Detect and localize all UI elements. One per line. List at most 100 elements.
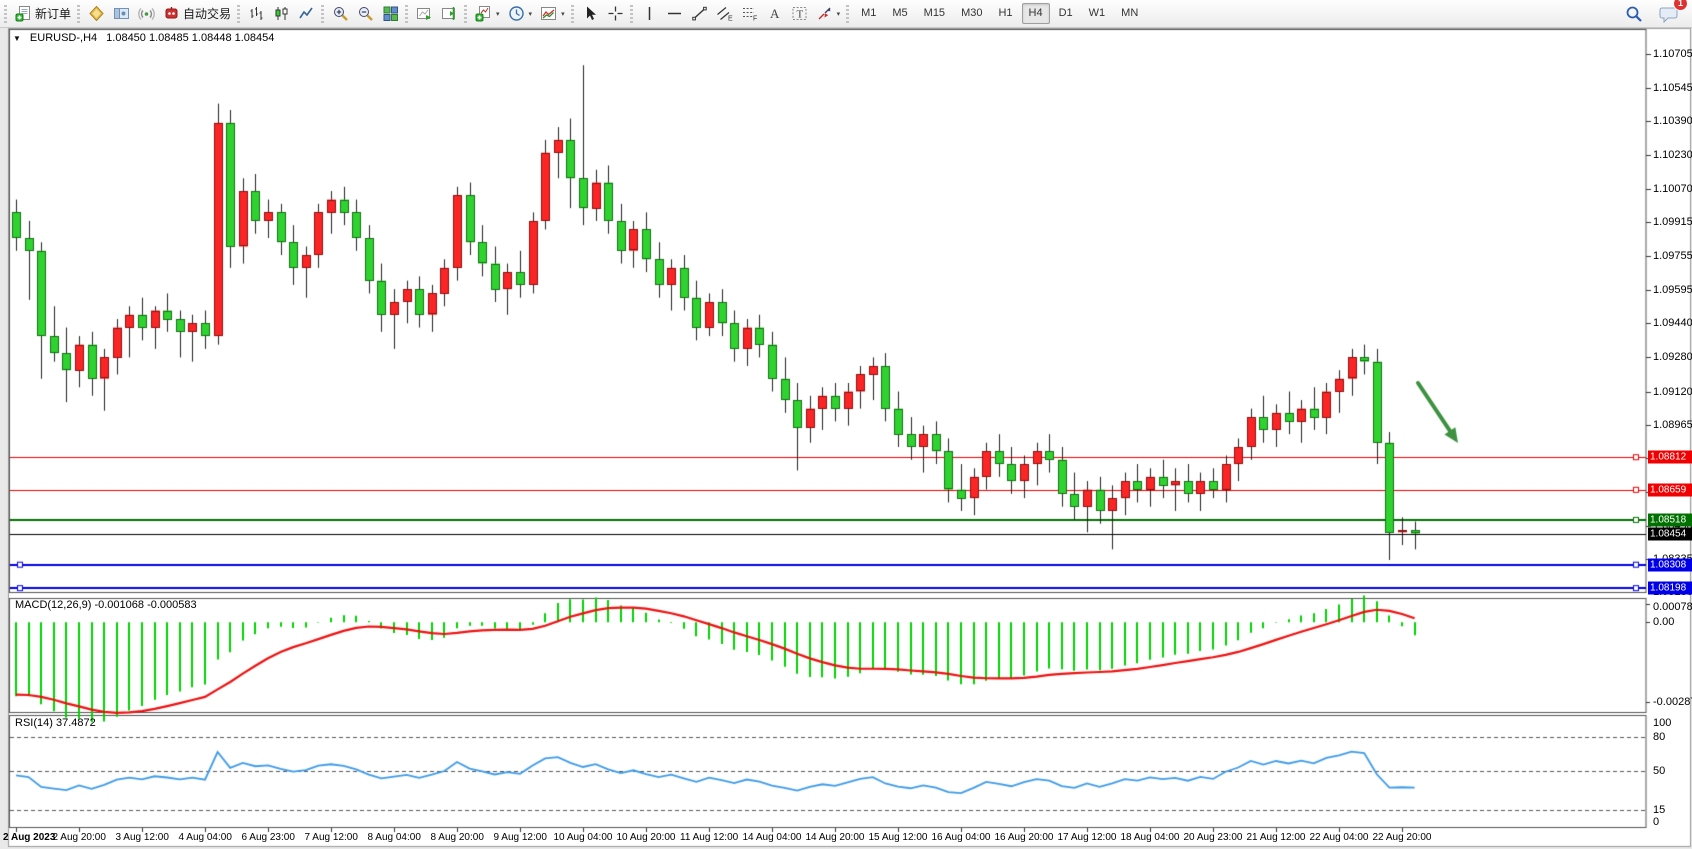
chart-collapse-icon[interactable]: ▼ [13, 33, 21, 43]
text-label-button[interactable]: T [787, 0, 812, 27]
candlestick-chart-icon [273, 5, 290, 22]
add-indicator-icon [475, 5, 492, 22]
market-watch-icon [88, 5, 105, 22]
svg-text:T: T [796, 9, 803, 21]
trendline-icon [691, 5, 708, 22]
templates-button[interactable]: ▾ [536, 0, 569, 27]
price-line-tag[interactable]: 1.08812 [1648, 450, 1692, 464]
timeframe-button-tf-mn[interactable]: MN [1114, 3, 1145, 24]
auto-scroll-icon [416, 5, 433, 22]
tf-m5-label: M5 [892, 7, 908, 19]
zoom-in-button[interactable] [328, 0, 353, 27]
toolbar-right-group: 1 [1621, 0, 1688, 27]
search-icon [1625, 5, 1643, 23]
signal-icon [138, 5, 155, 22]
data-window-button[interactable] [134, 0, 159, 27]
tf-m1-label: M1 [861, 7, 877, 19]
price-line-tag[interactable]: 1.08454 [1648, 527, 1692, 541]
auto-scroll-button[interactable] [412, 0, 437, 27]
zoom-out-button[interactable] [353, 0, 378, 27]
arrows-icon [816, 5, 833, 22]
zoom-in-icon [332, 5, 349, 22]
search-button[interactable] [1621, 0, 1647, 27]
chart-ohlc-quotes: 1.08450 1.08485 1.08448 1.08454 [106, 32, 275, 44]
tile-windows-icon [382, 5, 399, 22]
timeframe-button-tf-m15[interactable]: M15 [917, 3, 952, 24]
fibonacci-retracement-button[interactable]: F [737, 0, 762, 27]
rsi-indicator-label: RSI(14) 37.4872 [15, 717, 96, 729]
svg-text:A: A [770, 6, 780, 21]
toolbar-group-grip [405, 4, 409, 23]
bar-chart-button[interactable] [244, 0, 269, 27]
price-line-tag[interactable]: 1.08659 [1648, 483, 1692, 497]
timeframe-button-tf-h1[interactable]: H1 [991, 3, 1019, 24]
text-icon: A [766, 5, 783, 22]
autotrade-label: 自动交易 [183, 7, 232, 21]
toolbar-group-grip [464, 4, 468, 23]
text-label-icon: T [791, 5, 808, 22]
timeframe-button-tf-m30[interactable]: M30 [954, 3, 989, 24]
crosshair-button[interactable] [603, 0, 628, 27]
navigator-icon [113, 5, 130, 22]
tile-windows-button[interactable] [378, 0, 403, 27]
main-toolbar: 新订单 自动交易 ▾ ▾ ▾ E F A T ▾ M1 M5 M15 M30 H1 H4 D1 W1 MN 1 [0, 0, 1692, 28]
equidistant-channel-icon: E [716, 5, 733, 22]
chart-legend: ▼ EURUSD-,H4 1.08450 1.08485 1.08448 1.0… [13, 32, 274, 44]
cursor-button[interactable] [578, 0, 603, 27]
autotrade-icon [163, 5, 180, 22]
notification-badge: 1 [1673, 0, 1688, 11]
crosshair-icon [607, 5, 624, 22]
equidistant-channel-button[interactable]: E [712, 0, 737, 27]
notifications-button[interactable]: 1 [1655, 0, 1688, 27]
line-chart-button[interactable] [294, 0, 319, 27]
zoom-out-icon [357, 5, 374, 22]
chevron-down-icon[interactable]: ▾ [561, 10, 565, 18]
price-line-tag[interactable]: 1.08308 [1648, 558, 1692, 572]
toolbar-group-grip [4, 4, 7, 23]
tf-w1-label: W1 [1088, 7, 1106, 19]
templates-icon [540, 5, 557, 22]
new-order-icon [15, 5, 32, 22]
toolbar-group-grip [321, 4, 325, 23]
periods-button[interactable]: ▾ [504, 0, 537, 27]
new-order-label: 新订单 [35, 7, 72, 21]
toolbar-group-grip [77, 4, 81, 23]
navigator-button[interactable] [109, 0, 134, 27]
chevron-down-icon[interactable]: ▾ [528, 10, 533, 18]
vertical-line-button[interactable] [637, 0, 662, 27]
add-indicator-button[interactable]: ▾ [471, 0, 504, 27]
timeframe-button-tf-m5[interactable]: M5 [885, 3, 914, 24]
timeframe-button-tf-w1[interactable]: W1 [1082, 3, 1113, 24]
vertical-line-icon [641, 5, 658, 22]
timeframe-button-tf-h4[interactable]: H4 [1021, 3, 1050, 24]
tf-m30-label: M30 [961, 7, 983, 19]
timeframe-button-tf-m1[interactable]: M1 [854, 3, 883, 24]
trendline-button[interactable] [687, 0, 712, 27]
svg-text:E: E [728, 16, 733, 23]
horizontal-line-button[interactable] [662, 0, 687, 27]
chevron-down-icon[interactable]: ▾ [836, 10, 841, 18]
chart-shift-button[interactable] [437, 0, 462, 27]
price-line-tag[interactable]: 1.08518 [1648, 513, 1692, 527]
text-button[interactable]: A [762, 0, 787, 27]
tf-mn-label: MN [1121, 7, 1139, 19]
timeframe-button-tf-d1[interactable]: D1 [1052, 3, 1080, 24]
tf-h4-label: H4 [1028, 7, 1043, 19]
horizontal-line-icon [666, 5, 683, 22]
new-order-button[interactable]: 新订单 [11, 0, 75, 27]
chart-symbol-period: EURUSD-,H4 [29, 32, 98, 44]
tf-m15-label: M15 [923, 7, 946, 19]
toolbar-group-grip [846, 4, 850, 23]
market-watch-button[interactable] [84, 0, 109, 27]
autotrade-button[interactable]: 自动交易 [159, 0, 235, 27]
toolbar-group-grip [570, 4, 574, 23]
chart-shift-icon [441, 5, 458, 22]
tf-h1-label: H1 [998, 7, 1013, 19]
svg-text:F: F [753, 16, 757, 23]
chevron-down-icon[interactable]: ▾ [496, 10, 500, 18]
arrows-button[interactable]: ▾ [812, 0, 845, 27]
price-line-tag[interactable]: 1.08198 [1648, 581, 1692, 595]
candlestick-chart-button[interactable] [269, 0, 294, 27]
cursor-icon [582, 5, 599, 22]
